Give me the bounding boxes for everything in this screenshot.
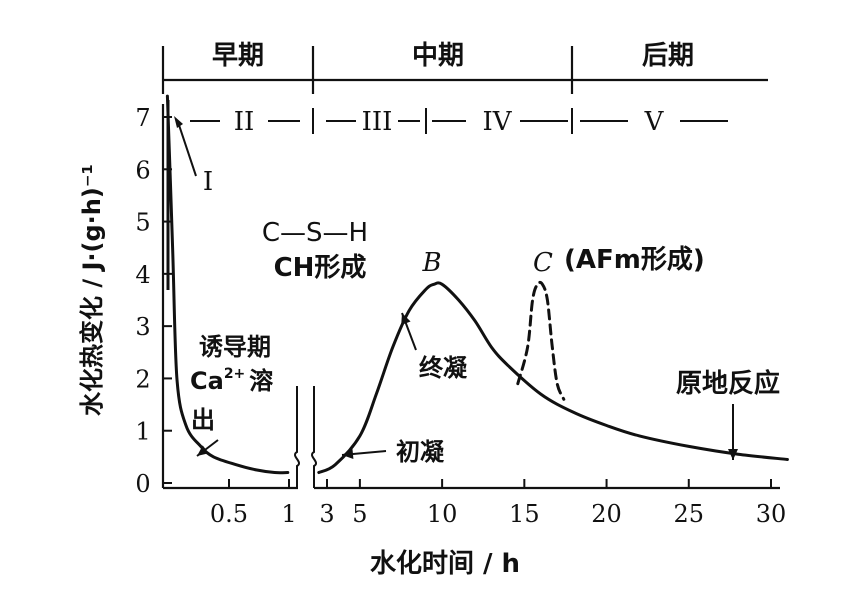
annotation-final-set: 终凝	[419, 354, 468, 382]
x-tick-label: 25	[674, 500, 705, 528]
axis-break	[294, 386, 317, 488]
break-mark-left	[294, 386, 300, 488]
series-main-line-late	[317, 281, 789, 474]
period-label: 中期	[412, 41, 464, 71]
stage-i-arrowhead	[174, 116, 183, 128]
annotation-initial-set: 初凝	[396, 438, 445, 466]
period-label: 后期	[642, 41, 694, 71]
stage-label-III: III	[362, 107, 393, 137]
arrow-in-situ-head	[728, 449, 738, 460]
annotation-afm: (AFm形成)	[564, 245, 705, 275]
x-tick-label: 10	[427, 500, 458, 528]
y-tick-label: 2	[135, 365, 150, 393]
series-main-line-early	[165, 94, 290, 475]
peak-b-label: B	[421, 248, 441, 278]
stage-label-I: I	[203, 167, 213, 197]
x-tick-label: 30	[756, 500, 787, 528]
x-ticks: 0.5 1 3 5 10 15 20 25 30	[210, 479, 786, 528]
stage-label-V: V	[644, 107, 665, 137]
arrow-initial-set-head	[342, 449, 354, 459]
arrow-ca-head	[197, 445, 209, 456]
annotation-in-situ-reaction: 原地反应	[676, 368, 780, 399]
y-tick-label: 5	[135, 209, 150, 237]
stage-label-II: II	[234, 107, 255, 137]
y-tick-label: 1	[135, 418, 150, 446]
y-tick-label: 3	[135, 313, 150, 341]
arrow-final-set-head	[401, 313, 411, 326]
x-tick-label: 0.5	[210, 500, 248, 528]
annotation-csh: C—S—H	[262, 218, 368, 248]
y-ticks: 0 1 2 3 4 5 6 7	[135, 104, 172, 498]
stage-label-IV: IV	[482, 107, 512, 137]
x-axis-label: 水化时间 / h	[370, 549, 520, 579]
y-tick-label: 0	[135, 470, 150, 498]
x-tick-label: 20	[591, 500, 622, 528]
annotation-ch-formation: CH形成	[274, 253, 367, 283]
stage-row: III III IV V	[174, 107, 728, 197]
series-afm-dashed-line	[516, 280, 566, 401]
annotation-ca-line2: 出	[191, 406, 215, 434]
x-tick-label: 1	[281, 500, 296, 528]
stage-i-pointer	[177, 121, 197, 177]
annotation-ca-dissolution: Ca2+ 溶	[190, 366, 273, 395]
axes	[161, 104, 780, 490]
x-tick-label: 15	[509, 500, 540, 528]
x-tick-label: 5	[352, 500, 367, 528]
period-label: 早期	[212, 41, 264, 71]
period-header: 早期 中期 后期	[161, 41, 768, 94]
break-mark-right	[311, 386, 317, 488]
annotation-induction: 诱导期	[199, 333, 271, 361]
y-tick-label: 6	[135, 156, 150, 184]
y-tick-label: 4	[135, 261, 150, 289]
peak-c-label: C	[533, 248, 553, 278]
y-axis-label: 水化热变化 / J·(g·h)⁻¹	[78, 164, 106, 416]
y-tick-label: 7	[135, 104, 150, 132]
series-group	[165, 94, 789, 475]
x-tick-label: 3	[319, 500, 334, 528]
